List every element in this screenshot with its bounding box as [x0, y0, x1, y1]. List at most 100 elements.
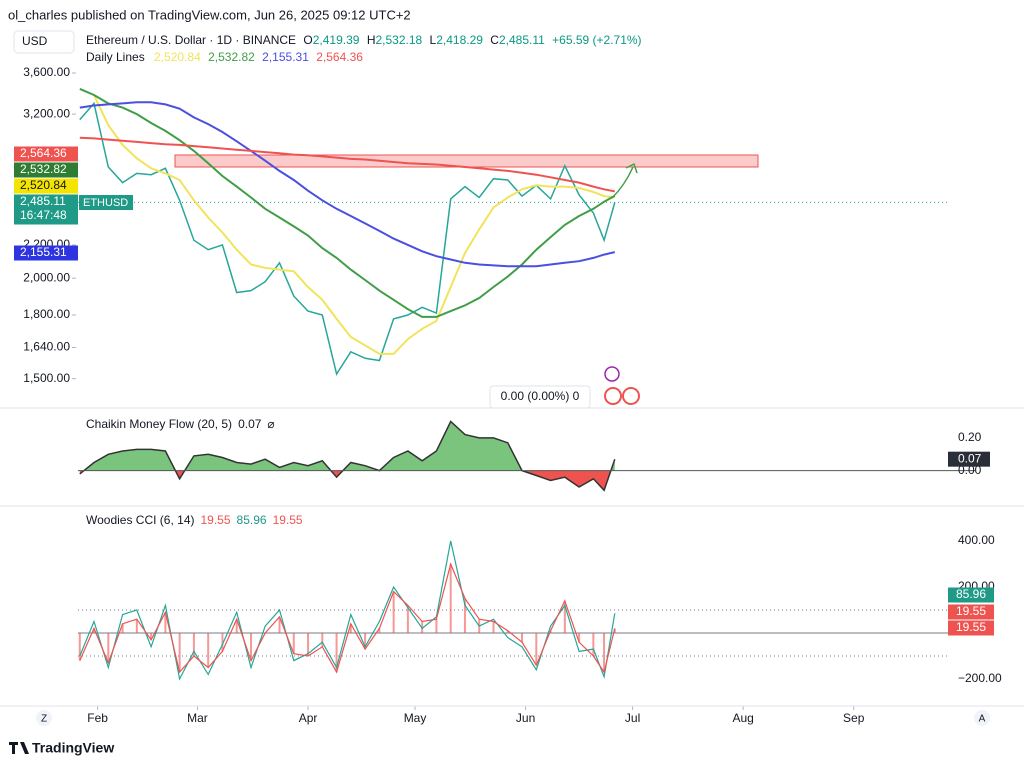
change: +65.59 (+2.71%) — [552, 33, 641, 47]
icon-button[interactable] — [974, 710, 990, 726]
cci-histogram-bar — [603, 633, 606, 673]
resistance-zone — [174, 154, 759, 168]
cci-histogram-bar — [135, 619, 138, 634]
ohlc-key: C — [490, 33, 499, 47]
cci-histogram-bar — [150, 633, 153, 640]
event-icon[interactable] — [604, 366, 620, 382]
x-tick-label: May — [404, 711, 427, 725]
cci-histogram-bar — [235, 619, 238, 634]
event-icon[interactable] — [604, 387, 622, 405]
indicator-name: Woodies CCI (6, 14) — [86, 513, 195, 527]
cci-histogram-bar — [506, 630, 509, 634]
x-tick-label: Aug — [732, 711, 753, 725]
cmf-line — [79, 420, 616, 492]
cci-histogram-bar — [492, 621, 495, 634]
price-tag — [14, 194, 78, 225]
value-tag-label: 19.55 — [956, 620, 986, 634]
price-tag — [14, 245, 78, 261]
indicator-icon: ⌀ — [267, 417, 274, 431]
y-tick-label: 3,600.00 — [23, 65, 70, 79]
cci-histogram-bar — [463, 598, 466, 634]
indicator-value: 19.55 — [201, 513, 231, 527]
price-tag — [14, 162, 78, 178]
cci-histogram-bar — [392, 591, 395, 634]
moving-average — [93, 94, 615, 355]
cci-histogram-bar — [563, 600, 566, 634]
currency-button[interactable] — [13, 30, 75, 54]
legend: Daily Lines 2,520.84 2,532.82 2,155.31 2… — [86, 50, 363, 64]
y-tick-label: 1,640.00 — [23, 340, 70, 354]
plot: Feb Mar Apr May Jun Jul Aug Sep 3,600.00 3,200.00… — [14, 65, 1002, 725]
y-tick-label: −200.00 — [958, 671, 1002, 685]
value-tag-label: 85.96 — [956, 587, 986, 601]
indicator-value: 85.96 — [237, 513, 267, 527]
symbol-tag-label: ETHUSD — [83, 197, 128, 209]
cci-histogram-bar — [278, 616, 281, 634]
price-line — [79, 101, 616, 376]
indicator-title: Chaikin Money Flow (20, 5) 0.07 ⌀ — [86, 417, 275, 431]
cci-histogram-bar — [435, 619, 438, 634]
cci-histogram-bar — [164, 612, 167, 634]
symbol-tag — [79, 195, 133, 210]
cci-histogram-bar — [335, 633, 338, 673]
price-tag-label: 2,485.11 — [20, 194, 66, 208]
icon-label[interactable]: Z — [41, 714, 47, 725]
cci-histogram-bar — [535, 633, 538, 666]
price-tag-label: 2,564.36 — [20, 146, 67, 160]
icon-label[interactable]: A — [979, 714, 986, 725]
publisher: ol_charles published on TradingView.com,… — [8, 7, 411, 22]
ohlc-value: 2,485.11 — [499, 33, 545, 47]
cmf-area-negative — [79, 471, 611, 491]
y-tick-label: 400.00 — [958, 533, 995, 547]
cci-histogram-bar — [121, 623, 124, 634]
y-tick-label: 2,000.00 — [23, 270, 70, 284]
symbol-bar: Ethereum / U.S. Dollar · 1D · BINANCE O2… — [86, 33, 642, 47]
x-tick-label: Jul — [625, 711, 640, 725]
y-tick-label: 1,500.00 — [23, 371, 70, 385]
cci-histogram-bar — [364, 633, 367, 650]
cci-histogram-bar — [578, 633, 581, 643]
ohlc-key: H — [367, 33, 376, 47]
legend-value: 2,564.36 — [316, 50, 363, 64]
ohlc-value: 2,532.18 — [375, 33, 422, 47]
cci-histogram-bar — [221, 633, 224, 652]
cci-histogram-bar — [406, 605, 409, 634]
measure-box — [489, 385, 591, 409]
cci-histogram-bar — [307, 633, 310, 657]
ohlc-key: O — [303, 33, 312, 47]
indicator-value: 19.55 — [273, 513, 303, 527]
price-tag-label: 2,520.84 — [20, 178, 67, 192]
arrow-head — [625, 162, 638, 174]
cci-histogram-bar — [378, 628, 381, 634]
y-tick-label: 3,200.00 — [23, 106, 70, 120]
value-tag — [948, 587, 994, 603]
cci-histogram-bar — [349, 623, 352, 634]
cci-histogram-bar — [292, 633, 295, 654]
cmf-area-positive — [79, 421, 615, 471]
value-tag-label: 19.55 — [956, 604, 986, 618]
x-tick-label: Jun — [516, 711, 535, 725]
value-tag — [948, 604, 994, 620]
cci-histogram-bar — [249, 633, 252, 661]
brand-logo — [9, 742, 29, 754]
indicator-name: Chaikin Money Flow (20, 5) — [86, 417, 232, 431]
ohlc-key: L — [430, 33, 437, 47]
price-tag — [14, 146, 78, 162]
x-tick-label: Mar — [187, 711, 208, 725]
price-tag-label: 2,532.82 — [20, 162, 67, 176]
value-tag-label: 0.07 — [958, 451, 982, 465]
cci-histogram-bar — [449, 564, 452, 634]
cci-histogram-bar — [321, 633, 324, 647]
x-tick-label: Sep — [843, 711, 865, 725]
ohlc-value: 2,419.39 — [313, 33, 360, 47]
icon-button[interactable] — [36, 710, 52, 726]
projection-arrow — [611, 166, 634, 199]
cci-line — [79, 562, 616, 674]
currency[interactable]: USD — [22, 34, 48, 48]
x-tick-label: Feb — [87, 711, 108, 725]
price-tag-label: 2,155.31 — [20, 245, 67, 259]
price-tag — [14, 178, 78, 194]
event-icon[interactable] — [622, 387, 640, 405]
cci-histogram-bar — [93, 628, 96, 634]
moving-average — [79, 136, 615, 193]
